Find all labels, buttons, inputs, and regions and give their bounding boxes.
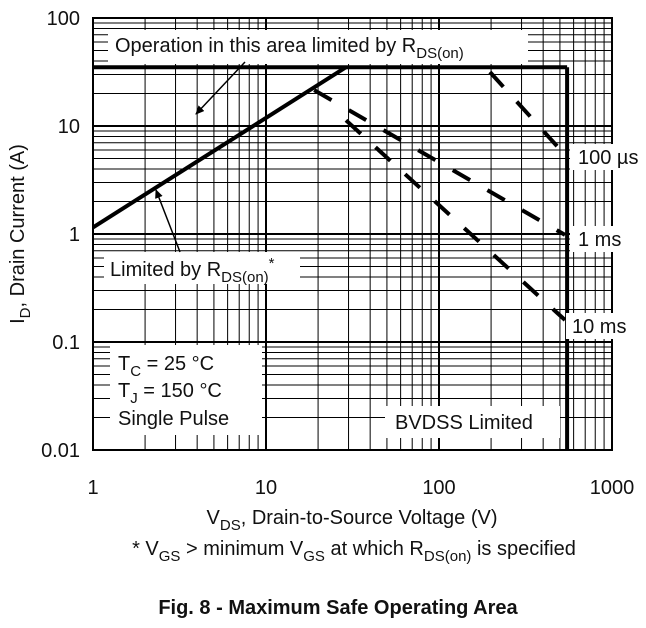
- y-tick-label: 1: [69, 224, 80, 246]
- series-line: [313, 88, 567, 237]
- x-tick-label: 10: [255, 477, 277, 499]
- annotation-box: [570, 144, 644, 170]
- text-run: DS(on): [424, 548, 472, 565]
- annotation-box: [570, 226, 634, 252]
- annotation: 100 µs: [578, 147, 638, 169]
- y-tick-label: 100: [47, 8, 80, 30]
- grid: [92, 17, 613, 451]
- annotation: Limited by RDS(on)*: [110, 255, 275, 286]
- text-run: Single Pulse: [118, 408, 229, 430]
- annotation: BVDSS Limited: [395, 412, 533, 434]
- series-line: [91, 65, 348, 230]
- text-run: *: [269, 255, 275, 272]
- plot-data: [91, 65, 570, 450]
- annotation: 10 ms: [572, 316, 626, 338]
- y-tick-label: 0.1: [52, 332, 80, 354]
- text-run: , Drain-to-Source Voltage (V): [241, 507, 498, 529]
- annotation: TJ = 150 °C: [118, 380, 222, 407]
- text-run: D: [17, 307, 34, 318]
- chart-title: Fig. 8 - Maximum Safe Operating Area: [158, 597, 518, 619]
- annotation: Operation in this area limited by RDS(on…: [115, 35, 464, 62]
- y-axis-label: ID, Drain Current (A): [7, 144, 34, 324]
- footnote: * VGS > minimum VGS at which RDS(on) is …: [132, 538, 576, 565]
- text-run: DS: [220, 517, 241, 534]
- text-run: C: [130, 363, 141, 380]
- text-run: > minimum V: [180, 538, 303, 560]
- text-run: is specified: [471, 538, 576, 560]
- text-run: , Drain Current (A): [7, 144, 29, 307]
- y-tick-label: 10: [58, 116, 80, 138]
- text-run: = 150 °C: [138, 380, 222, 402]
- series-line: [344, 118, 567, 322]
- text-run: GS: [303, 548, 325, 565]
- x-tick-label: 100: [422, 477, 455, 499]
- text-run: GS: [159, 548, 181, 565]
- x-tick-label: 1000: [590, 477, 635, 499]
- text-run: I: [7, 318, 29, 324]
- annotation-box: [566, 313, 640, 339]
- texts: 1 10 100 1000 0.01 0.1 1 10 100 Operation in this…: [7, 8, 638, 619]
- annotation-box: [104, 252, 300, 284]
- annotation: Single Pulse: [118, 408, 229, 430]
- x-tick-label: 1: [87, 477, 98, 499]
- x-axis-label: VDS, Drain-to-Source Voltage (V): [207, 507, 498, 534]
- text-run: * V: [132, 538, 159, 560]
- text-run: T: [118, 380, 130, 402]
- arrow: [195, 61, 246, 115]
- y-tick-label: 0.01: [41, 440, 80, 462]
- text-run: BVDSS Limited: [395, 412, 533, 434]
- text-run: 1 ms: [578, 229, 621, 251]
- text-run: Limited by R: [110, 259, 221, 281]
- arrow: [155, 189, 181, 253]
- text-run: = 25 °C: [141, 353, 214, 375]
- text-run: DS(on): [416, 45, 464, 62]
- annotation: TC = 25 °C: [118, 353, 214, 380]
- text-run: 100 µs: [578, 147, 638, 169]
- annotation-box: [108, 30, 528, 64]
- annotation-box: [110, 345, 262, 435]
- text-run: DS(on): [221, 269, 269, 286]
- text-run: 10 ms: [572, 316, 626, 338]
- text-run: V: [207, 507, 221, 529]
- annotation-box: [385, 406, 560, 438]
- text-run: at which R: [325, 538, 424, 560]
- text-run: T: [118, 353, 130, 375]
- annotation: 1 ms: [578, 229, 621, 251]
- text-run: J: [130, 390, 138, 407]
- series-line: [488, 70, 567, 157]
- text-run: Operation in this area limited by R: [115, 35, 416, 57]
